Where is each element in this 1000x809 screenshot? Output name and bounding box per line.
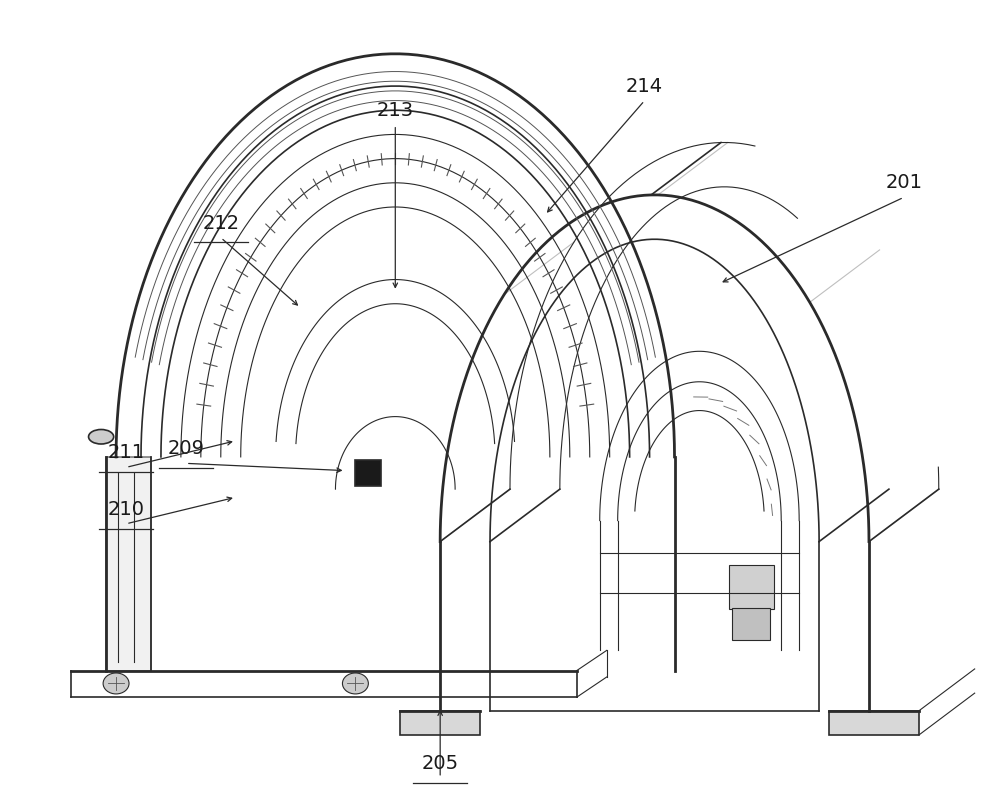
Bar [400,711,480,735]
Text: 205: 205 [422,754,459,773]
Text: 211: 211 [107,443,145,463]
Circle shape [103,673,129,694]
Bar [355,460,381,486]
Text: 209: 209 [167,439,204,459]
Bar [732,608,770,640]
Bar [829,711,919,735]
Polygon shape [106,457,151,671]
Text: 201: 201 [885,173,922,193]
Bar [729,565,774,609]
Text: 210: 210 [108,500,145,519]
Ellipse shape [89,430,114,444]
Circle shape [342,673,368,694]
Text: 213: 213 [377,101,414,120]
Text: 214: 214 [626,77,663,95]
Text: 212: 212 [202,214,239,233]
